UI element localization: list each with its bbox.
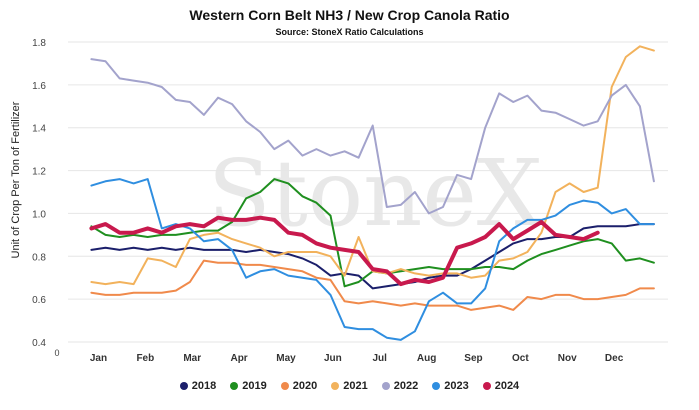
x-tick-label: Dec xyxy=(605,353,624,364)
y-tick-label: 1.8 xyxy=(32,38,46,49)
x-tick-label: Feb xyxy=(136,353,154,364)
watermark-logo: StoneX xyxy=(208,140,543,247)
chart-title: Western Corn Belt NH3 / New Crop Canola … xyxy=(189,7,510,23)
y-tick-label: 1.6 xyxy=(32,81,46,92)
x-tick-label: Aug xyxy=(417,353,436,364)
series-line-2022 xyxy=(90,58,655,215)
series-line-2023 xyxy=(90,178,655,341)
y-axis-label-wrap: Unit of Crop Per Ton of Fertilizer xyxy=(6,60,26,300)
y-tick-label: 1.4 xyxy=(32,124,46,135)
x-tick-label: Oct xyxy=(512,353,529,364)
legend-label: 2021 xyxy=(343,380,368,392)
y-tick-label: 0.6 xyxy=(32,295,46,306)
legend-item-2019[interactable]: 2019 xyxy=(230,380,267,392)
legend-label: 2020 xyxy=(292,380,318,392)
legend-label: 2023 xyxy=(444,380,469,392)
legend-item-2022[interactable]: 2022 xyxy=(381,380,419,392)
x-tick-label: May xyxy=(276,353,296,364)
chart-subtitle: Source: StoneX Ratio Calculations xyxy=(275,27,424,37)
x-tick-label: Mar xyxy=(183,353,201,364)
legend-item-2020[interactable]: 2020 xyxy=(280,380,318,392)
legend-label: 2024 xyxy=(494,380,520,392)
legend-marker xyxy=(280,382,289,390)
series-line-2024 xyxy=(89,215,600,287)
legend: 2018 2019 2020 2021 2022 2023 2024 xyxy=(0,380,699,392)
legend-marker xyxy=(331,382,340,390)
legend-marker xyxy=(432,382,441,390)
y-axis-label: Unit of Crop Per Ton of Fertilizer xyxy=(10,101,22,259)
legend-marker xyxy=(179,382,188,390)
legend-item-2023[interactable]: 2023 xyxy=(432,380,469,392)
legend-label: 2019 xyxy=(242,380,267,392)
legend-item-2018[interactable]: 2018 xyxy=(179,380,217,392)
x-axis-ticks: 0 Jan Feb Mar Apr May Jun Jul Aug Sep Oct Nov Dec xyxy=(54,348,623,364)
x-tick-label: Nov xyxy=(558,353,577,364)
x-tick-label: Jan xyxy=(90,353,107,364)
legend-item-2021[interactable]: 2021 xyxy=(331,380,368,392)
gridlines xyxy=(68,41,668,343)
y-axis-ticks: 0.4 0.6 0.8 1.0 1.2 1.4 1.6 1.8 xyxy=(32,38,46,349)
legend-marker xyxy=(381,382,390,390)
legend-marker xyxy=(482,382,491,390)
x-tick-label: Jul xyxy=(372,353,387,364)
x-tick-label: Sep xyxy=(464,353,482,364)
y-tick-label: 0.8 xyxy=(32,252,46,263)
x-origin-label: 0 xyxy=(54,348,59,358)
series-line-2020 xyxy=(90,259,655,311)
y-tick-label: 1.2 xyxy=(32,167,46,178)
legend-label: 2022 xyxy=(393,380,419,392)
y-tick-label: 1.0 xyxy=(32,209,46,220)
x-tick-label: Jun xyxy=(324,353,342,364)
legend-item-2024[interactable]: 2024 xyxy=(482,380,520,392)
x-tick-label: Apr xyxy=(230,353,247,364)
series-line-2021 xyxy=(90,45,655,286)
legend-label: 2018 xyxy=(191,380,217,392)
y-tick-label: 0.4 xyxy=(32,338,46,349)
series-lines xyxy=(89,45,655,341)
legend-marker xyxy=(230,382,239,390)
